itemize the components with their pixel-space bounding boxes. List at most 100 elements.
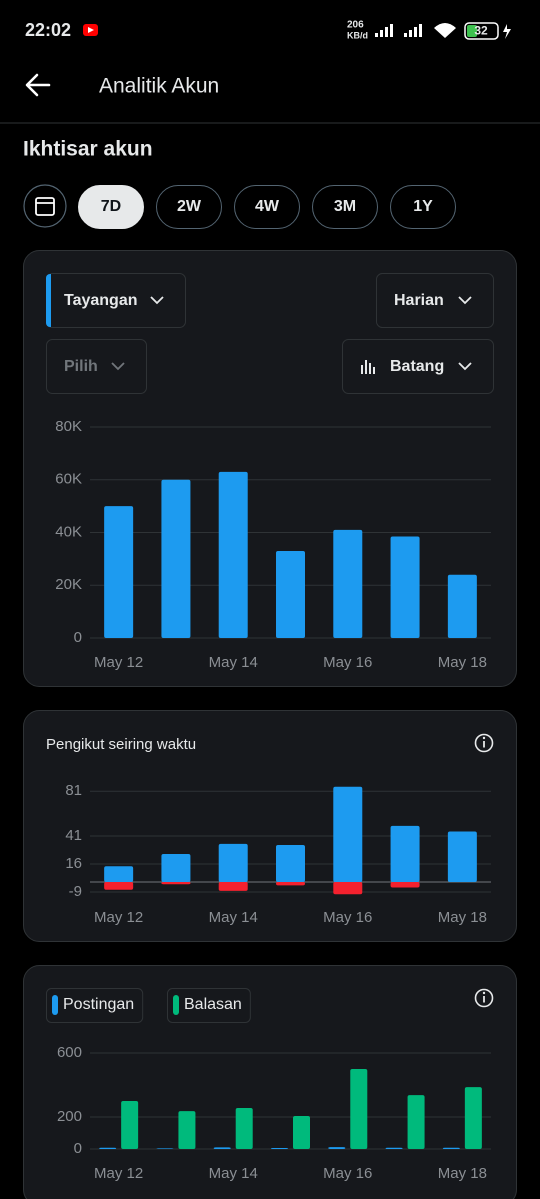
bar	[104, 866, 134, 882]
x-tick-label: May 14	[209, 1165, 258, 1182]
bar	[390, 825, 420, 882]
style-dropdown[interactable]: Batang	[342, 339, 494, 394]
x-tick-label: May 16	[323, 654, 372, 671]
bar	[333, 881, 363, 895]
bar	[161, 853, 191, 882]
bar	[104, 881, 134, 890]
y-tick-label: 60K	[55, 471, 82, 488]
bar-style-icon	[361, 360, 375, 374]
bar	[218, 471, 248, 638]
chevron	[458, 362, 472, 371]
bar	[407, 1095, 425, 1149]
bar	[121, 1101, 139, 1149]
y-tick-label: 40K	[55, 523, 82, 540]
chart-title: Pengikut seiring waktu	[46, 736, 196, 753]
dropdown-box[interactable]	[376, 273, 494, 328]
bar	[276, 881, 305, 886]
strip-mask	[51, 274, 56, 327]
bar	[333, 529, 363, 638]
header-title: Analitik Akun	[99, 75, 219, 98]
bar	[350, 1069, 368, 1149]
range-pill[interactable]	[390, 185, 456, 229]
legend-label: Postingan	[63, 996, 134, 1013]
bar	[161, 479, 191, 638]
charging-icon	[503, 24, 511, 39]
calendar-circle[interactable]	[23, 184, 67, 228]
metric-dropdown[interactable]: Tayangan	[46, 273, 186, 328]
battery-percent: 32	[474, 24, 488, 38]
y-tick-label: 41	[65, 827, 82, 844]
compare-dropdown[interactable]: Pilih	[46, 339, 147, 394]
bar	[276, 550, 305, 638]
info-icon-dot	[482, 736, 486, 740]
dropdown-label: Harian	[394, 292, 444, 309]
chevron	[111, 362, 125, 371]
range-pill[interactable]	[234, 185, 300, 229]
x-tick-label: May 18	[438, 1165, 487, 1182]
range-pill[interactable]	[312, 185, 378, 229]
bar	[213, 1147, 231, 1149]
x-tick-label: May 12	[94, 909, 143, 926]
range-label: 3M	[334, 198, 356, 215]
x-tick-label: May 12	[94, 1165, 143, 1182]
info-icon[interactable]	[474, 733, 494, 753]
bar	[442, 1147, 460, 1149]
bar	[293, 1116, 310, 1149]
info-button[interactable]	[474, 988, 494, 1008]
interval-dropdown[interactable]: Harian	[376, 273, 494, 328]
dropdown-box[interactable]	[46, 339, 147, 394]
y-tick-label: 80K	[55, 418, 82, 435]
legend-box[interactable]	[46, 988, 144, 1023]
range-label: 1Y	[413, 198, 433, 215]
x-tick-label: May 18	[438, 909, 487, 926]
bar	[385, 1147, 403, 1149]
bar	[235, 1108, 253, 1149]
x-tick-label: May 12	[94, 654, 143, 671]
y-tick-label: 0	[74, 629, 82, 646]
network-speed: 206	[347, 20, 364, 31]
network-unit: KB/d	[347, 30, 368, 40]
dropdown-box[interactable]	[342, 339, 494, 394]
range-pill[interactable]	[156, 185, 222, 229]
calendar-button[interactable]	[23, 184, 67, 228]
info-icon[interactable]	[474, 988, 494, 1008]
y-tick-label: -9	[69, 883, 82, 900]
y-tick-label: 0	[74, 1140, 82, 1157]
bar	[464, 1087, 482, 1149]
range-label: 4W	[255, 198, 280, 215]
y-tick-label: 200	[57, 1108, 82, 1125]
bar	[161, 881, 191, 885]
chevron	[458, 296, 472, 305]
y-tick-label: 600	[57, 1044, 82, 1061]
x-tick-label: May 14	[209, 909, 258, 926]
battery-level	[467, 25, 477, 37]
bar	[328, 1147, 346, 1149]
bar	[99, 1147, 117, 1149]
x-tick-label: May 14	[209, 654, 258, 671]
range-pill[interactable]	[78, 185, 144, 229]
chart-card	[23, 965, 517, 1199]
info-button[interactable]	[474, 733, 494, 753]
bar	[156, 1148, 174, 1149]
wifi-icon	[434, 23, 456, 38]
youtube-play	[88, 27, 94, 33]
back-button[interactable]	[25, 73, 51, 97]
back-arrow[interactable]	[25, 73, 51, 97]
bar	[390, 881, 420, 888]
y-tick-label: 81	[65, 782, 82, 799]
bar	[447, 831, 477, 882]
bar	[333, 786, 363, 882]
legend-box[interactable]	[167, 988, 251, 1023]
calendar-icon	[35, 197, 55, 216]
y-tick-label: 20K	[55, 576, 82, 593]
x-tick-label: May 18	[438, 654, 487, 671]
bar	[447, 574, 477, 638]
x-tick-label: May 16	[323, 1165, 372, 1182]
dropdown-label: Batang	[390, 358, 444, 375]
battery-outline	[464, 22, 499, 40]
range-label: 7D	[101, 198, 121, 215]
legend-swatch	[173, 995, 179, 1015]
x-tick-label: May 16	[323, 909, 372, 926]
